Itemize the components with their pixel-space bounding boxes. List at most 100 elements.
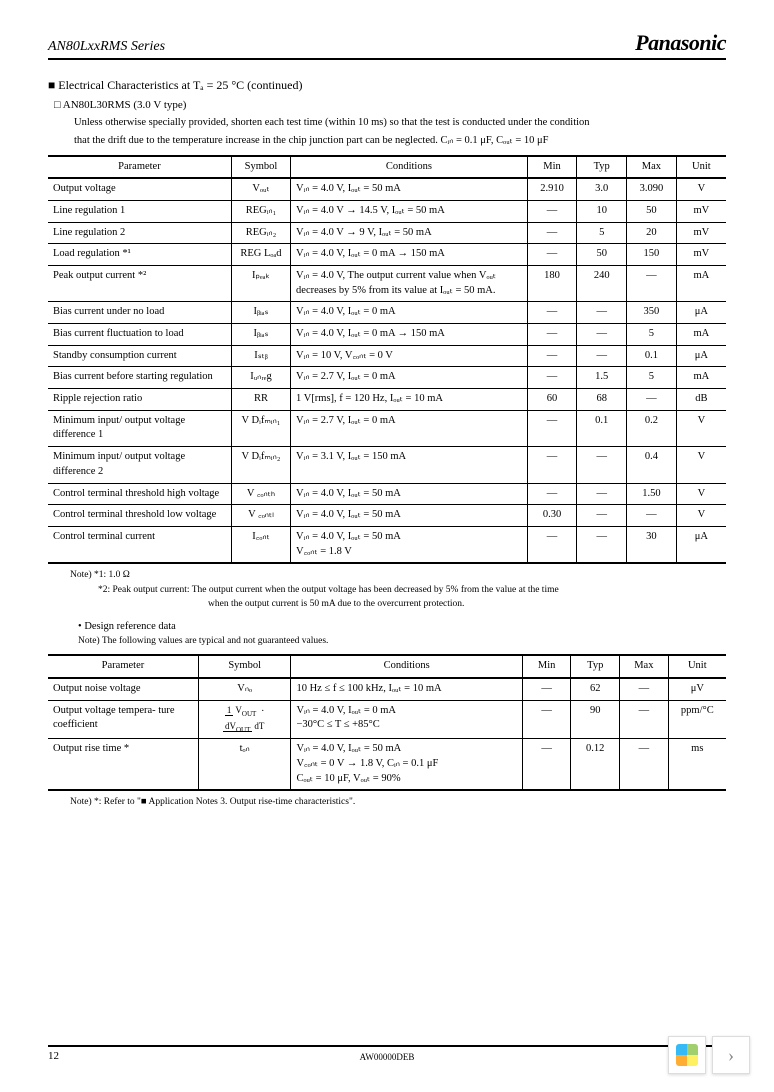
cell-typ: — (577, 483, 627, 505)
cell-u: mV (676, 222, 726, 244)
footnote-2a: *2: Peak output current: The output curr… (98, 583, 726, 597)
cell-min: — (527, 200, 577, 222)
cell-u: mV (676, 200, 726, 222)
cell-c: Vᵢₙ = 2.7 V, Iₒᵤₜ = 0 mA (291, 367, 528, 389)
cell-max: 30 (627, 526, 677, 563)
cell-s: Iₛₜᵦ (231, 345, 290, 367)
cell-s: V Dᵢfₘᵢₙ₁ (231, 410, 290, 446)
cell-typ: — (577, 345, 627, 367)
table-row: Output noise voltageVₙₒ10 Hz ≤ f ≤ 100 k… (48, 678, 726, 700)
cell-s: Iₚₑₐₖ (231, 265, 290, 301)
cell-u: mA (676, 265, 726, 301)
cell-s: tₒₙ (198, 739, 291, 791)
cell-u: V (676, 483, 726, 505)
cell-u: dB (676, 389, 726, 411)
cell-typ: — (577, 447, 627, 483)
table-row: Line regulation 2REGᵢₙ₂Vᵢₙ = 4.0 V → 9 V… (48, 222, 726, 244)
footnote-2b: when the output current is 50 mA due to … (208, 597, 726, 611)
table-row: Output rise time *tₒₙVᵢₙ = 4.0 V, Iₒᵤₜ =… (48, 739, 726, 791)
th-symbol: Symbol (198, 655, 291, 678)
cell-max: 0.1 (627, 345, 677, 367)
cell-typ: 0.1 (577, 410, 627, 446)
table-row: Control terminal threshold high voltageV… (48, 483, 726, 505)
cell-c: Vᵢₙ = 4.0 V, Iₒᵤₜ = 0 mA → 150 mA (291, 324, 528, 346)
cell-u: V (676, 505, 726, 527)
prev-page-button[interactable] (668, 1036, 706, 1074)
th-parameter: Parameter (48, 655, 198, 678)
cell-max: 5 (627, 324, 677, 346)
cell-min: — (527, 244, 577, 266)
th-unit: Unit (676, 156, 726, 179)
cell-s: 1VOUT · dVOUTdT (198, 700, 291, 739)
cell-min: 180 (527, 265, 577, 301)
cell-p: Bias current fluctuation to load (48, 324, 231, 346)
cell-p: Line regulation 1 (48, 200, 231, 222)
cell-c: Vᵢₙ = 3.1 V, Iₒᵤₜ = 150 mA (291, 447, 528, 483)
cell-p: Minimum input/ output voltage difference… (48, 410, 231, 446)
cell-c: Vᵢₙ = 4.0 V, Iₒᵤₜ = 0 mA → 150 mA (291, 244, 528, 266)
th-max: Max (620, 655, 669, 678)
cell-min: — (527, 345, 577, 367)
cell-s: REG Lₒₐd (231, 244, 290, 266)
subsection-title: AN80L30RMS (3.0 V type) (54, 99, 726, 111)
cell-p: Output noise voltage (48, 678, 198, 700)
cell-min: — (527, 324, 577, 346)
th-typ: Typ (571, 655, 620, 678)
cell-u: V (676, 410, 726, 446)
cell-u: mV (676, 244, 726, 266)
table-row: Output voltageVₒᵤₜVᵢₙ = 4.0 V, Iₒᵤₜ = 50… (48, 178, 726, 200)
cell-c: Vᵢₙ = 10 V, V꜀ₒₙₜ = 0 V (291, 345, 528, 367)
table-row: Load regulation *¹REG LₒₐdVᵢₙ = 4.0 V, I… (48, 244, 726, 266)
th-conditions: Conditions (291, 655, 522, 678)
cell-max: 20 (627, 222, 677, 244)
table-row: Minimum input/ output voltage difference… (48, 410, 726, 446)
cell-max: 50 (627, 200, 677, 222)
cell-min: — (527, 222, 577, 244)
table-row: Output voltage tempera- ture coefficient… (48, 700, 726, 739)
th-min: Min (522, 655, 571, 678)
cell-s: V Dᵢfₘᵢₙ₂ (231, 447, 290, 483)
cell-c: Vᵢₙ = 4.0 V, Iₒᵤₜ = 0 mA−30°C ≤ T ≤ +85°… (291, 700, 522, 739)
cell-typ: 90 (571, 700, 620, 739)
cell-typ: 0.12 (571, 739, 620, 791)
cell-min: — (527, 447, 577, 483)
electrical-characteristics-table: Parameter Symbol Conditions Min Typ Max … (48, 155, 726, 565)
brand-label: Panasonic (635, 30, 726, 56)
table-header-row: Parameter Symbol Conditions Min Typ Max … (48, 156, 726, 179)
cell-c: Vᵢₙ = 4.0 V, Iₒᵤₜ = 50 mA (291, 178, 528, 200)
cell-p: Bias current before starting regulation (48, 367, 231, 389)
series-label: AN80LxxRMS Series (48, 39, 165, 55)
cell-p: Output voltage tempera- ture coefficient (48, 700, 198, 739)
cell-c: Vᵢₙ = 4.0 V, Iₒᵤₜ = 50 mAV꜀ₒₙₜ = 0 V → 1… (291, 739, 522, 791)
document-code: AW00000DEB (48, 1052, 726, 1062)
cell-min: — (527, 302, 577, 324)
cell-u: μA (676, 526, 726, 563)
th-conditions: Conditions (291, 156, 528, 179)
cell-c: Vᵢₙ = 2.7 V, Iₒᵤₜ = 0 mA (291, 410, 528, 446)
next-page-button[interactable]: › (712, 1036, 750, 1074)
th-parameter: Parameter (48, 156, 231, 179)
cell-min: — (527, 410, 577, 446)
cell-typ: 62 (571, 678, 620, 700)
table-row: Line regulation 1REGᵢₙ₁Vᵢₙ = 4.0 V → 14.… (48, 200, 726, 222)
cell-max: 350 (627, 302, 677, 324)
cell-max: — (627, 389, 677, 411)
cell-min: — (527, 526, 577, 563)
cell-p: Peak output current *² (48, 265, 231, 301)
table-header-row: Parameter Symbol Conditions Min Typ Max … (48, 655, 726, 678)
cell-max: 5 (627, 367, 677, 389)
cell-typ: — (577, 526, 627, 563)
cell-u: ppm/°C (668, 700, 726, 739)
cell-c: Vᵢₙ = 4.0 V, Iₒᵤₜ = 50 mA (291, 483, 528, 505)
cell-typ: 5 (577, 222, 627, 244)
cell-min: — (522, 739, 571, 791)
cell-max: — (620, 678, 669, 700)
cell-typ: 68 (577, 389, 627, 411)
cell-min: — (522, 678, 571, 700)
cell-max: 1.50 (627, 483, 677, 505)
cell-min: — (527, 367, 577, 389)
cell-s: RR (231, 389, 290, 411)
th-min: Min (527, 156, 577, 179)
cell-s: Iᵦᵢₐₛ (231, 302, 290, 324)
cell-max: 150 (627, 244, 677, 266)
